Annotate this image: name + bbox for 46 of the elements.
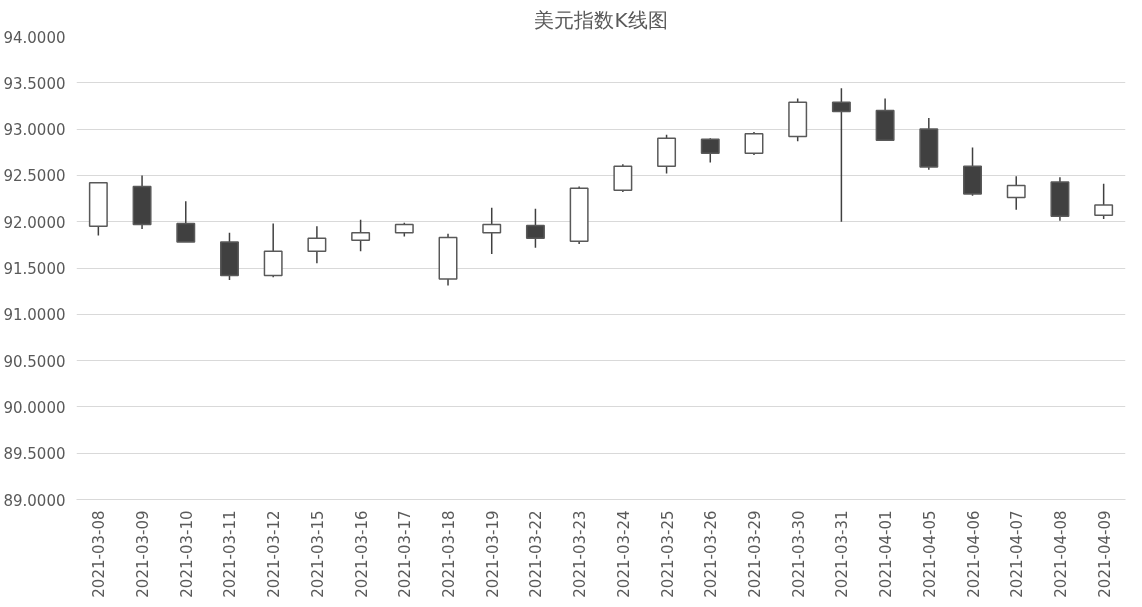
candlestick [1094, 182, 1114, 220]
x-tick-label: 2021-04-09 [1095, 510, 1114, 598]
y-tick-label: 94.0000 [3, 28, 66, 47]
candlestick [744, 131, 764, 156]
candlestick [351, 219, 371, 253]
x-tick-label: 2021-03-29 [745, 510, 764, 598]
y-tick-label: 89.0000 [3, 491, 66, 510]
y-tick-label: 89.5000 [3, 445, 66, 464]
x-tick-label: 2021-03-26 [702, 510, 721, 598]
y-tick-label: 91.0000 [3, 306, 66, 325]
x-tick-label: 2021-04-07 [1008, 510, 1027, 598]
x-tick-label: 2021-04-06 [964, 510, 983, 598]
x-tick-label: 2021-03-10 [177, 510, 196, 598]
x-tick-label: 2021-03-18 [440, 510, 459, 598]
x-tick-label: 2021-03-08 [90, 510, 109, 598]
y-tick-label: 93.5000 [3, 74, 66, 93]
candlestick [525, 207, 545, 249]
x-tick-label: 2021-04-05 [920, 510, 939, 598]
y-tick-label: 93.0000 [3, 121, 66, 140]
x-tick-label: 2021-03-17 [396, 510, 415, 598]
candlestick [831, 87, 851, 223]
x-tick-label: 2021-04-08 [1051, 510, 1070, 598]
x-tick-label: 2021-03-19 [483, 510, 502, 598]
x-tick-label: 2021-03-25 [658, 510, 677, 598]
candlestick [1006, 175, 1026, 211]
y-tick-label: 92.5000 [3, 167, 66, 186]
candlestick [482, 207, 502, 255]
x-tick-label: 2021-03-12 [265, 510, 284, 598]
x-tick-label: 2021-03-22 [527, 510, 546, 598]
x-tick-label: 2021-03-16 [352, 510, 371, 598]
x-tick-label: 2021-04-01 [877, 510, 896, 598]
chart-title: 美元指数K线图 [534, 7, 668, 32]
x-tick-label: 2021-03-23 [571, 510, 590, 598]
x-tick-label: 2021-03-09 [134, 510, 153, 598]
y-tick-label: 90.5000 [3, 352, 66, 371]
x-tick-label: 2021-03-31 [833, 510, 852, 598]
x-tick-label: 2021-03-15 [308, 510, 327, 598]
y-tick-label: 92.0000 [3, 213, 66, 232]
candlestick [307, 225, 327, 265]
x-tick-label: 2021-03-24 [614, 510, 633, 598]
candlestick [176, 200, 196, 243]
x-tick-label: 2021-03-30 [789, 510, 808, 598]
x-tick-label: 2021-03-11 [221, 510, 240, 598]
candlestick [700, 137, 720, 164]
y-tick-label: 91.5000 [3, 260, 66, 278]
y-tick-label: 90.0000 [3, 398, 66, 417]
